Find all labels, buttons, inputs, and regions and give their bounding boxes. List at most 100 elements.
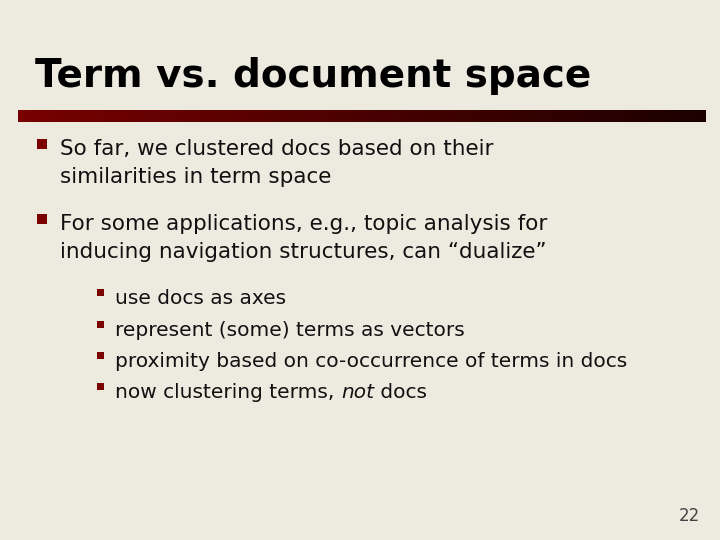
- Bar: [224, 110, 231, 122]
- Bar: [121, 110, 128, 122]
- Bar: [144, 110, 151, 122]
- Bar: [156, 110, 163, 122]
- Bar: [292, 110, 300, 122]
- Bar: [127, 110, 134, 122]
- Bar: [675, 110, 683, 122]
- Bar: [539, 110, 546, 122]
- Bar: [698, 110, 706, 122]
- Bar: [624, 110, 631, 122]
- Bar: [424, 110, 431, 122]
- Bar: [613, 110, 620, 122]
- Bar: [464, 110, 471, 122]
- Bar: [521, 110, 528, 122]
- Bar: [138, 110, 145, 122]
- Bar: [281, 110, 288, 122]
- Bar: [687, 110, 694, 122]
- Bar: [241, 110, 248, 122]
- Bar: [498, 110, 505, 122]
- Bar: [150, 110, 157, 122]
- Bar: [115, 110, 122, 122]
- Bar: [372, 110, 379, 122]
- Bar: [344, 110, 351, 122]
- Bar: [201, 110, 208, 122]
- Bar: [413, 110, 420, 122]
- Bar: [97, 352, 104, 359]
- Text: now clustering terms,: now clustering terms,: [115, 383, 341, 402]
- Bar: [338, 110, 346, 122]
- Bar: [436, 110, 443, 122]
- Bar: [258, 110, 265, 122]
- Bar: [264, 110, 271, 122]
- Text: use docs as axes: use docs as axes: [115, 289, 287, 308]
- Text: 22: 22: [678, 507, 700, 525]
- Bar: [184, 110, 191, 122]
- Bar: [516, 110, 523, 122]
- Bar: [47, 110, 54, 122]
- Bar: [487, 110, 494, 122]
- Bar: [469, 110, 477, 122]
- Bar: [86, 110, 94, 122]
- Bar: [333, 110, 340, 122]
- Bar: [207, 110, 214, 122]
- Bar: [390, 110, 397, 122]
- Bar: [556, 110, 562, 122]
- Bar: [41, 110, 48, 122]
- Bar: [618, 110, 626, 122]
- Bar: [481, 110, 488, 122]
- Bar: [37, 139, 47, 148]
- Bar: [693, 110, 700, 122]
- Bar: [356, 110, 362, 122]
- Bar: [212, 110, 220, 122]
- Bar: [590, 110, 597, 122]
- Bar: [310, 110, 317, 122]
- Text: inducing navigation structures, can “dualize”: inducing navigation structures, can “dua…: [60, 242, 546, 262]
- Bar: [595, 110, 603, 122]
- Bar: [630, 110, 637, 122]
- Text: similarities in term space: similarities in term space: [60, 167, 331, 187]
- Bar: [189, 110, 197, 122]
- Bar: [430, 110, 437, 122]
- Bar: [195, 110, 202, 122]
- Bar: [30, 110, 37, 122]
- Bar: [407, 110, 414, 122]
- Bar: [447, 110, 454, 122]
- Bar: [58, 110, 66, 122]
- Bar: [269, 110, 276, 122]
- Bar: [401, 110, 408, 122]
- Bar: [366, 110, 374, 122]
- Bar: [510, 110, 517, 122]
- Bar: [97, 383, 104, 390]
- Bar: [647, 110, 654, 122]
- Bar: [304, 110, 311, 122]
- Bar: [653, 110, 660, 122]
- Bar: [384, 110, 391, 122]
- Bar: [664, 110, 671, 122]
- Text: not: not: [341, 383, 374, 402]
- Bar: [361, 110, 368, 122]
- Bar: [418, 110, 426, 122]
- Bar: [670, 110, 677, 122]
- Bar: [97, 289, 104, 296]
- Bar: [658, 110, 665, 122]
- Bar: [247, 110, 254, 122]
- Bar: [18, 110, 25, 122]
- Text: For some applications, e.g., topic analysis for: For some applications, e.g., topic analy…: [60, 214, 547, 234]
- Text: represent (some) terms as vectors: represent (some) terms as vectors: [115, 321, 465, 340]
- Bar: [104, 110, 111, 122]
- Bar: [75, 110, 82, 122]
- Bar: [475, 110, 482, 122]
- Bar: [69, 110, 76, 122]
- Bar: [178, 110, 185, 122]
- Bar: [109, 110, 117, 122]
- Bar: [81, 110, 88, 122]
- Bar: [459, 110, 465, 122]
- Bar: [132, 110, 140, 122]
- Bar: [315, 110, 323, 122]
- Text: docs: docs: [374, 383, 427, 402]
- Bar: [601, 110, 608, 122]
- Bar: [636, 110, 643, 122]
- Bar: [578, 110, 585, 122]
- Bar: [533, 110, 540, 122]
- Bar: [567, 110, 574, 122]
- Bar: [327, 110, 334, 122]
